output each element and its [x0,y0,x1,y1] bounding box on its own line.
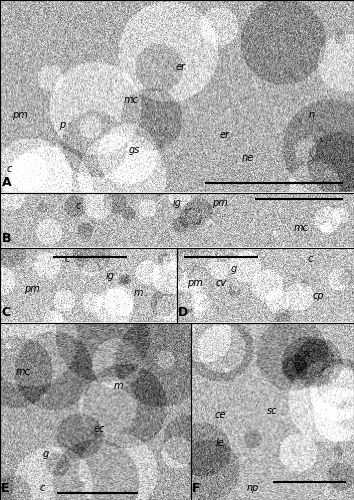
Text: g: g [43,449,49,459]
Text: c: c [39,482,45,492]
Text: np: np [247,482,259,492]
Text: pm: pm [187,278,202,288]
Text: m: m [114,382,123,392]
Text: c: c [75,201,81,211]
Text: gs: gs [129,145,140,155]
Text: mc: mc [293,223,308,233]
Text: sc: sc [267,406,278,416]
Text: cp: cp [313,291,324,301]
Text: sc: sc [303,350,314,360]
Text: F: F [192,482,200,494]
Text: A: A [2,176,11,188]
Text: c: c [307,254,313,264]
Text: B: B [2,232,11,244]
Text: pm: pm [12,110,27,120]
Text: cv: cv [216,278,227,288]
Text: n: n [308,110,315,120]
Text: le: le [216,438,225,448]
Text: ig: ig [105,271,114,281]
Text: er: er [176,62,185,72]
Text: ig: ig [172,198,182,208]
Text: er: er [220,130,230,140]
Text: mc: mc [16,367,30,377]
Text: ec: ec [94,424,105,434]
Text: m: m [133,288,143,298]
Text: D: D [178,306,188,319]
Text: pm: pm [24,284,40,294]
Text: c: c [6,164,12,174]
Text: E: E [1,482,10,494]
Text: g: g [230,264,237,274]
Text: ne: ne [242,153,254,163]
Text: c: c [64,254,70,264]
Text: ce: ce [215,410,226,420]
Text: C: C [1,306,10,319]
Text: p: p [59,120,65,130]
Text: mc: mc [124,95,138,105]
Text: pm: pm [212,198,227,208]
